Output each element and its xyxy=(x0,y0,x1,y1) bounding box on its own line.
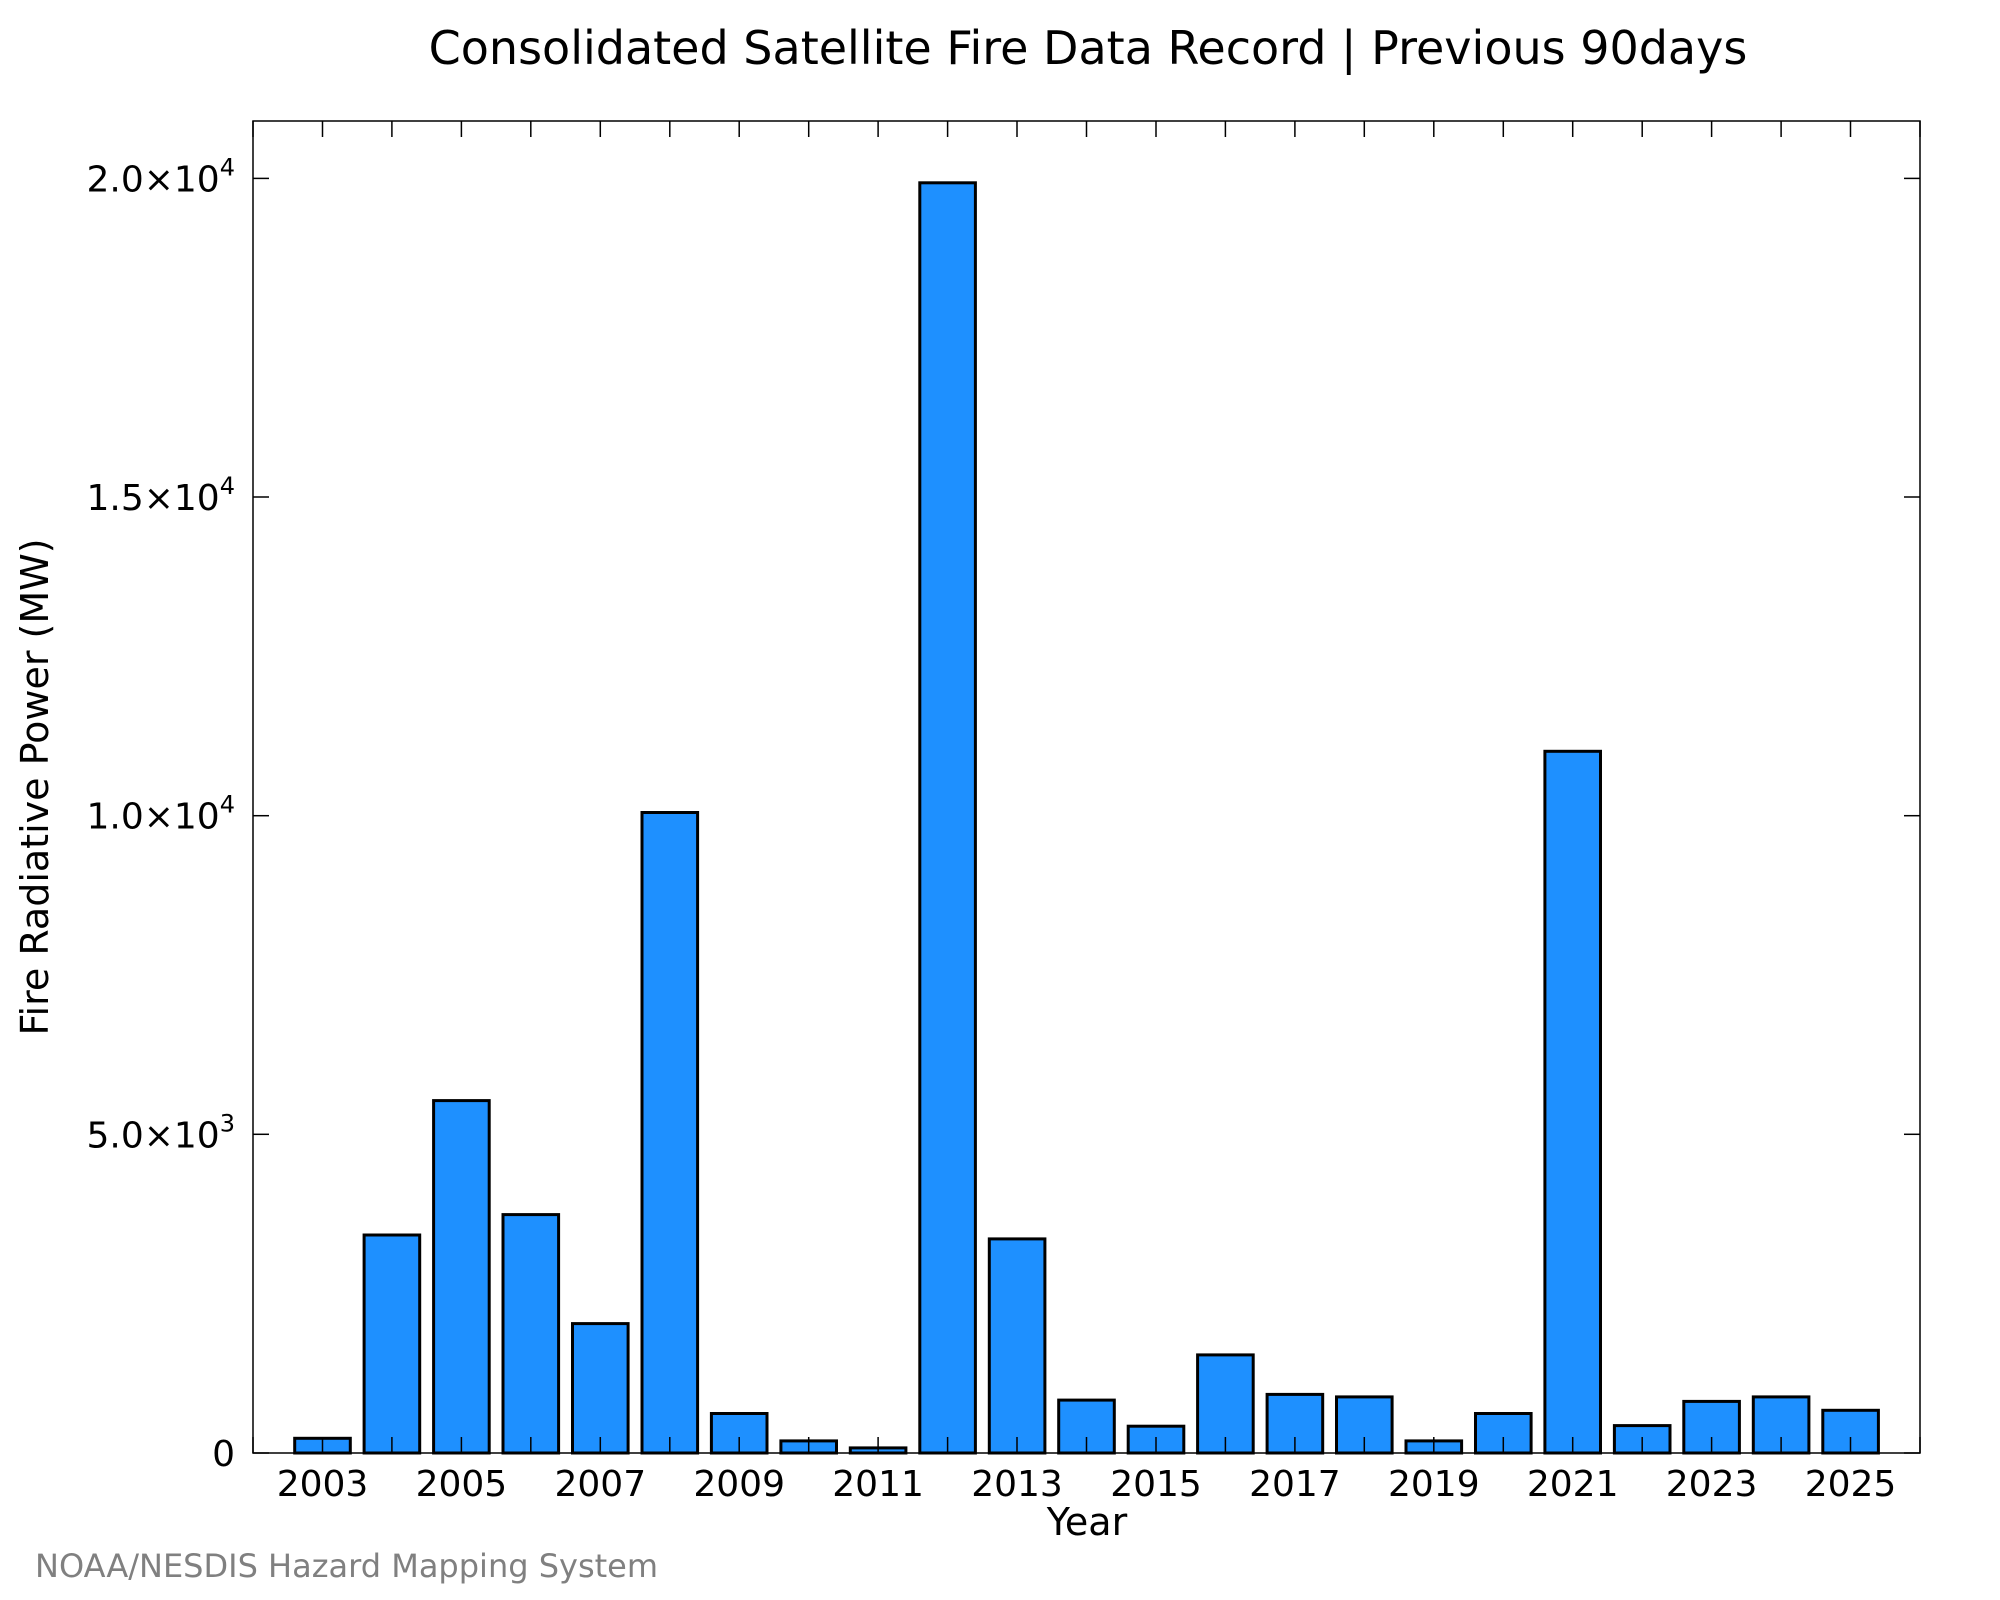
x-tick-label: 2005 xyxy=(416,1464,508,1505)
x-tick-label: 2003 xyxy=(277,1464,369,1505)
bar-2009 xyxy=(709,1412,769,1455)
credit-text: NOAA/NESDIS Hazard Mapping System xyxy=(35,1547,658,1585)
x-tick-label: 2009 xyxy=(693,1464,785,1505)
x-tick-labels: 2003 2005 2007 2009 2011 2013 2015 2017 2019 2021… xyxy=(277,1464,1897,1505)
y-tick-labels: 0 5.0×103 1.0×104 1.5×104 2.0×104 xyxy=(86,153,235,1475)
y-tick-label: 0 xyxy=(212,1434,235,1475)
x-tick-label: 2023 xyxy=(1666,1464,1758,1505)
x-tick-label: 2019 xyxy=(1388,1464,1480,1505)
bar-2007 xyxy=(571,1322,630,1455)
bar-2008 xyxy=(640,811,700,1455)
x-tick-label: 2021 xyxy=(1527,1464,1619,1505)
bar-2012 xyxy=(918,181,977,1455)
y-tick-label: 2.0×104 xyxy=(86,153,235,200)
bar-2021 xyxy=(1543,749,1603,1455)
x-tick-label: 2011 xyxy=(832,1464,924,1505)
x-tick-label: 2007 xyxy=(554,1464,646,1505)
bar-2005 xyxy=(432,1099,491,1455)
x-tick-label: 2015 xyxy=(1110,1464,1202,1505)
ticks-group xyxy=(252,121,1921,1454)
x-tick-label: 2017 xyxy=(1249,1464,1341,1505)
bar-2013 xyxy=(987,1237,1047,1455)
y-tick-label: 1.5×104 xyxy=(86,472,235,519)
x-axis-label: Year xyxy=(1046,1500,1128,1544)
x-tick-label: 2013 xyxy=(971,1464,1063,1505)
bar-2004 xyxy=(362,1233,422,1455)
x-tick-label: 2025 xyxy=(1805,1464,1897,1505)
bar-2006 xyxy=(501,1213,561,1455)
y-tick-label: 5.0×103 xyxy=(86,1109,235,1156)
y-axis-label: Fire Radiative Power (MW) xyxy=(13,538,57,1035)
chart-title: Consolidated Satellite Fire Data Record … xyxy=(429,21,1748,76)
bars-group xyxy=(293,181,1880,1455)
y-tick-label: 1.0×104 xyxy=(86,791,235,838)
